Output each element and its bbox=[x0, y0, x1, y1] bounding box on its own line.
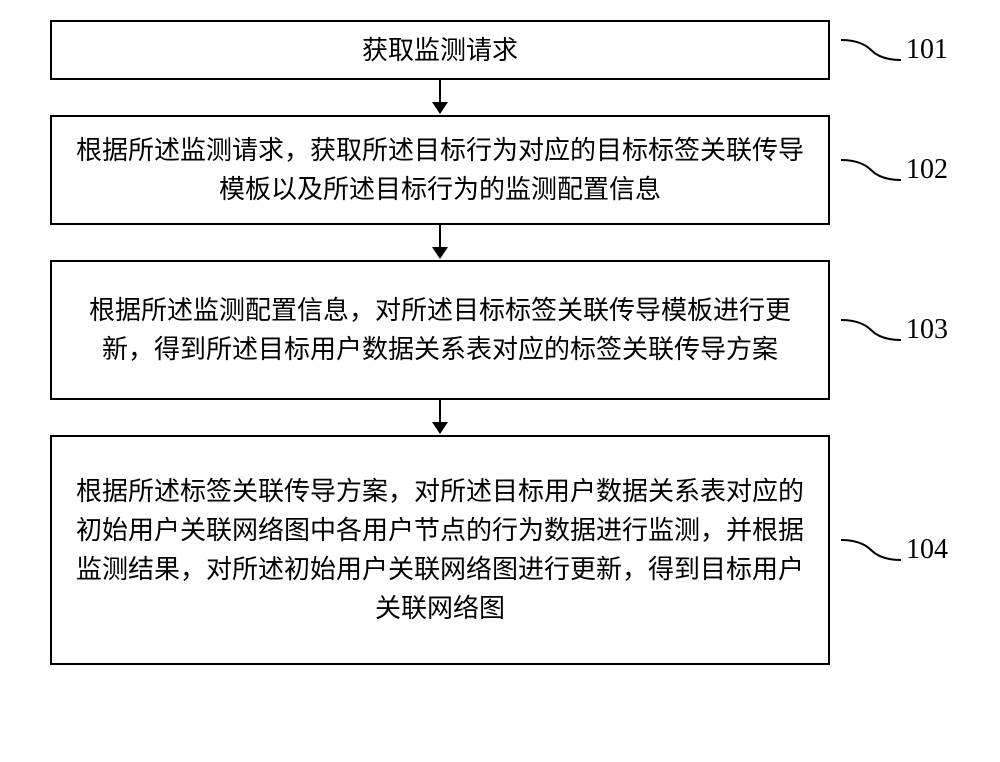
step-1-label-connector: 101 bbox=[841, 30, 948, 70]
step-4-label: 104 bbox=[906, 534, 948, 566]
step-4-text: 根据所述标签关联传导方案，对所述目标用户数据关系表对应的初始用户关联网络图中各用… bbox=[72, 472, 808, 628]
step-2-label-connector: 102 bbox=[841, 150, 948, 190]
step-3-text: 根据所述监测配置信息，对所述目标标签关联传导模板进行更新，得到所述目标用户数据关… bbox=[72, 291, 808, 369]
curve-connector-icon bbox=[841, 530, 901, 570]
curve-connector-icon bbox=[841, 30, 901, 70]
flowchart-step-4: 根据所述标签关联传导方案，对所述目标用户数据关系表对应的初始用户关联网络图中各用… bbox=[50, 435, 830, 665]
flowchart-container: 获取监测请求 101 根据所述监测请求，获取所述目标行为对应的目标标签关联传导模… bbox=[50, 20, 950, 665]
arrow-head-icon bbox=[432, 102, 448, 114]
flowchart-step-3: 根据所述监测配置信息，对所述目标标签关联传导模板进行更新，得到所述目标用户数据关… bbox=[50, 260, 830, 400]
step-1-label: 101 bbox=[906, 34, 948, 66]
arrow-head-icon bbox=[432, 247, 448, 259]
arrow-2-3 bbox=[50, 225, 830, 260]
curve-connector-icon bbox=[841, 310, 901, 350]
step-3-label: 103 bbox=[906, 314, 948, 346]
arrow-3-4 bbox=[50, 400, 830, 435]
step-1-text: 获取监测请求 bbox=[362, 31, 518, 70]
flowchart-step-2: 根据所述监测请求，获取所述目标行为对应的目标标签关联传导模板以及所述目标行为的监… bbox=[50, 115, 830, 225]
step-3-label-connector: 103 bbox=[841, 310, 948, 350]
step-2-text: 根据所述监测请求，获取所述目标行为对应的目标标签关联传导模板以及所述目标行为的监… bbox=[72, 131, 808, 209]
arrow-1-2 bbox=[50, 80, 830, 115]
step-2-label: 102 bbox=[906, 154, 948, 186]
curve-connector-icon bbox=[841, 150, 901, 190]
flowchart-step-1: 获取监测请求 101 bbox=[50, 20, 830, 80]
step-4-label-connector: 104 bbox=[841, 530, 948, 570]
arrow-head-icon bbox=[432, 422, 448, 434]
